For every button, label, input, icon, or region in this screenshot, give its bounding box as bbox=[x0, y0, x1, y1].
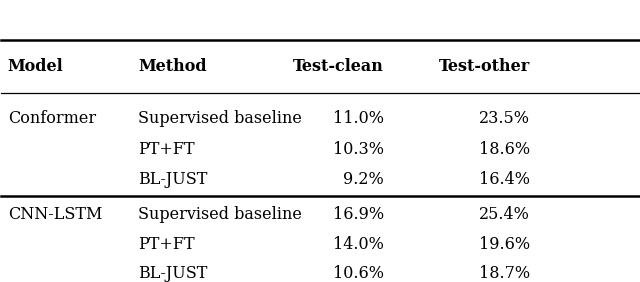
Text: 11.0%: 11.0% bbox=[333, 111, 384, 127]
Text: 18.6%: 18.6% bbox=[479, 141, 531, 158]
Text: BL-JUST: BL-JUST bbox=[138, 265, 208, 282]
Text: 23.5%: 23.5% bbox=[479, 111, 531, 127]
Text: PT+FT: PT+FT bbox=[138, 141, 195, 158]
Text: 10.6%: 10.6% bbox=[333, 265, 384, 282]
Text: 18.7%: 18.7% bbox=[479, 265, 531, 282]
Text: Test-clean: Test-clean bbox=[293, 58, 384, 75]
Text: 16.9%: 16.9% bbox=[333, 206, 384, 222]
Text: Supervised baseline: Supervised baseline bbox=[138, 206, 302, 222]
Text: Test-other: Test-other bbox=[439, 58, 531, 75]
Text: 19.6%: 19.6% bbox=[479, 236, 531, 253]
Text: Model: Model bbox=[8, 58, 63, 75]
Text: Conformer: Conformer bbox=[8, 111, 96, 127]
Text: PT+FT: PT+FT bbox=[138, 236, 195, 253]
Text: 9.2%: 9.2% bbox=[343, 171, 384, 188]
Text: Supervised baseline: Supervised baseline bbox=[138, 111, 302, 127]
Text: CNN-LSTM: CNN-LSTM bbox=[8, 206, 102, 222]
Text: Method: Method bbox=[138, 58, 207, 75]
Text: 25.4%: 25.4% bbox=[479, 206, 531, 222]
Text: 10.3%: 10.3% bbox=[333, 141, 384, 158]
Text: 14.0%: 14.0% bbox=[333, 236, 384, 253]
Text: BL-JUST: BL-JUST bbox=[138, 171, 208, 188]
Text: 16.4%: 16.4% bbox=[479, 171, 531, 188]
